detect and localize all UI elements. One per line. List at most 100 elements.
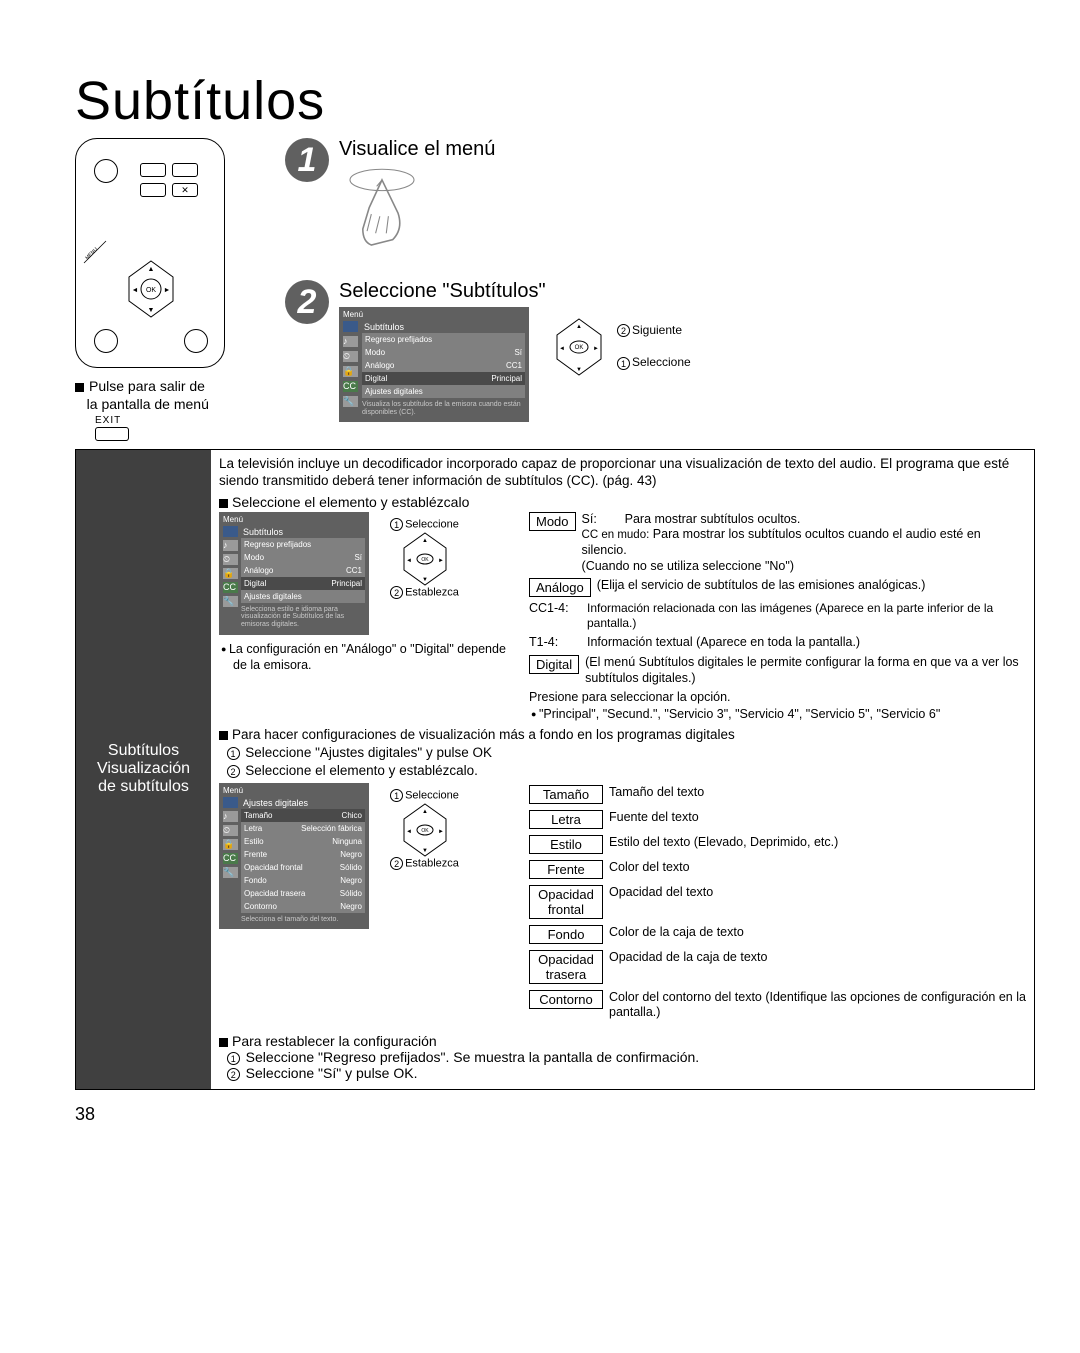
svg-text:▼: ▼ <box>422 848 428 854</box>
cc-icon: CC <box>223 853 238 864</box>
picture-icon <box>223 526 238 537</box>
setting-row: OpacidadtraseraOpacidad de la caja de te… <box>529 950 1026 984</box>
page-number: 38 <box>75 1104 1035 1125</box>
exit-label: EXIT <box>75 415 275 426</box>
menu-row: Opacidad traseraSólido <box>241 887 365 900</box>
menu-b-title: Menú <box>223 786 365 795</box>
setting-box: Opacidadfrontal <box>529 885 603 919</box>
modo-no-text: (Cuando no se utiliza seleccione "No") <box>582 559 794 573</box>
svg-text:▲: ▲ <box>422 538 428 544</box>
t14-label: T1-4: <box>529 635 581 649</box>
remote-note-line2: la pantalla de menú <box>87 396 209 412</box>
menu-row: FrenteNegro <box>241 848 365 861</box>
menu-mock-step2: Menú ♪ ⏲ 🔒 CC 🔧 Subtítulos <box>339 307 529 422</box>
svg-text:OK: OK <box>146 287 156 294</box>
t14-text: Información textual (Aparece en toda la … <box>587 635 1026 651</box>
audio-icon: ♪ <box>223 811 238 822</box>
upper-section: ✕ OK ▲ ▼ ◄ ► MENU Pulse para salir <box>75 138 1035 441</box>
setting-box: Fondo <box>529 925 603 944</box>
menu-a-section: Subtítulos <box>241 526 365 538</box>
setting-box: Tamaño <box>529 785 603 804</box>
svg-text:OK: OK <box>575 345 584 351</box>
digital-press: Presione para seleccionar la opción. <box>529 690 1026 706</box>
menu-row: ModoSí <box>362 346 525 359</box>
svg-text:▼: ▼ <box>148 307 155 314</box>
dpad-icon: OK ▲ ▼ ◄ ► <box>397 802 453 858</box>
setting-box: Contorno <box>529 990 603 1009</box>
setting-box: Letra <box>529 810 603 829</box>
setting-row: LetraFuente del texto <box>529 810 1026 829</box>
menu-title: Menú <box>343 310 525 319</box>
menu-row: DigitalPrincipal <box>362 372 525 385</box>
menu-row: Ajustes digitales <box>362 385 525 398</box>
menu-row: EstiloNinguna <box>241 835 365 848</box>
digital-conf-s2: Seleccione el elemento y establézcalo. <box>245 763 478 778</box>
setting-box: Estilo <box>529 835 603 854</box>
digital-conf-head: Para hacer configuraciones de visualizac… <box>232 727 735 742</box>
page-title: Subtítulos <box>75 70 1035 132</box>
svg-text:▼: ▼ <box>422 577 428 583</box>
menu-row: AnálogoCC1 <box>362 359 525 372</box>
dpad-set: Establezca <box>405 586 459 598</box>
reset-s1: Seleccione "Regreso prefijados". Se mues… <box>246 1049 700 1065</box>
svg-text:OK: OK <box>421 828 429 834</box>
steps-column: 1 Visualice el menú 2 Seleccione "Subtít… <box>285 138 1035 436</box>
digital-box: Digital <box>529 655 579 674</box>
reset-head: Para restablecer la configuración <box>232 1033 437 1049</box>
dpad-select-b: Seleccione <box>405 789 459 801</box>
setting-text: Estilo del texto (Elevado, Deprimido, et… <box>609 835 1026 851</box>
menu-row: Opacidad frontalSólido <box>241 861 365 874</box>
step-1-heading: Visualice el menú <box>339 138 1035 161</box>
cc14-text: Información relacionada con las imágenes… <box>587 601 1026 631</box>
remote-note: Pulse para salir de la pantalla de menú <box>75 378 275 413</box>
setting-row: ContornoColor del contorno del texto (Id… <box>529 990 1026 1021</box>
lock-icon: 🔒 <box>343 366 358 377</box>
setting-box: Opacidadtrasera <box>529 950 603 984</box>
lower-left-label: Subtítulos Visualización de subtítulos <box>76 450 211 1089</box>
svg-text:►: ► <box>593 346 599 352</box>
menu-row: Ajustes digitales <box>241 590 365 603</box>
setting-text: Opacidad del texto <box>609 885 1026 901</box>
cc-icon: CC <box>223 582 238 593</box>
left-label-1: Subtítulos <box>108 742 179 760</box>
menu-b-section: Ajustes digitales <box>241 797 365 809</box>
setting-text: Tamaño del texto <box>609 785 1026 801</box>
menu-label-icon: MENU <box>82 239 108 265</box>
select-set-heading: Seleccione el elemento y establézcalo <box>219 494 1026 510</box>
setting-row: Tamaño Tamaño del texto <box>529 785 1026 804</box>
dpad-icon: OK ▲ ▼ ◄ ► <box>397 531 453 587</box>
menu-row: FondoNegro <box>241 874 365 887</box>
menu-row: TamañoChico <box>241 809 365 822</box>
dpad-next-label: Siguiente <box>632 323 682 337</box>
audio-icon: ♪ <box>223 540 238 551</box>
step-1: 1 Visualice el menú <box>285 138 1035 266</box>
menu-row: ModoSí <box>241 551 365 564</box>
svg-text:►: ► <box>438 829 444 835</box>
digital-settings-table: Tamaño Tamaño del texto LetraFuente del te… <box>529 785 1026 1027</box>
dpad-select: Seleccione <box>405 518 459 530</box>
menu-a-title: Menú <box>223 515 365 524</box>
menu-a-footer: Selecciona estilo e idioma para visualiz… <box>241 606 365 629</box>
dpad-labels: 2Siguiente 1Seleccione <box>617 317 691 376</box>
svg-text:▲: ▲ <box>576 324 582 330</box>
step-2-number: 2 <box>285 280 329 324</box>
audio-icon: ♪ <box>343 336 358 347</box>
menu-b-footer: Selecciona el tamaño del texto. <box>241 916 365 924</box>
lock-icon: 🔒 <box>223 568 238 579</box>
svg-text:►: ► <box>164 287 171 294</box>
step-2: 2 Seleccione "Subtítulos" Menú ♪ ⏲ 🔒 CC <box>285 280 1035 422</box>
step-2-heading: Seleccione "Subtítulos" <box>339 280 1035 303</box>
setting-text: Color de la caja de texto <box>609 925 1026 941</box>
setup-icon: 🔧 <box>343 396 358 407</box>
menu-mock-b: Menú ♪ ⏲ 🔒 CC 🔧 Ajustes dig <box>219 783 369 930</box>
svg-text:▲: ▲ <box>422 809 428 815</box>
menu-row: Regreso prefijados <box>362 333 525 346</box>
step-1-number: 1 <box>285 138 329 182</box>
modo-box: Modo <box>529 512 576 531</box>
menu-row: Regreso prefijados <box>241 538 365 551</box>
setting-row: Opacidadfrontal Opacidad del texto <box>529 885 1026 919</box>
analogo-text: (Elija el servicio de subtítulos de las … <box>597 578 1026 594</box>
picture-icon <box>223 797 238 808</box>
dpad-set-b: Establezca <box>405 857 459 869</box>
cc14-label: CC1-4: <box>529 601 581 615</box>
